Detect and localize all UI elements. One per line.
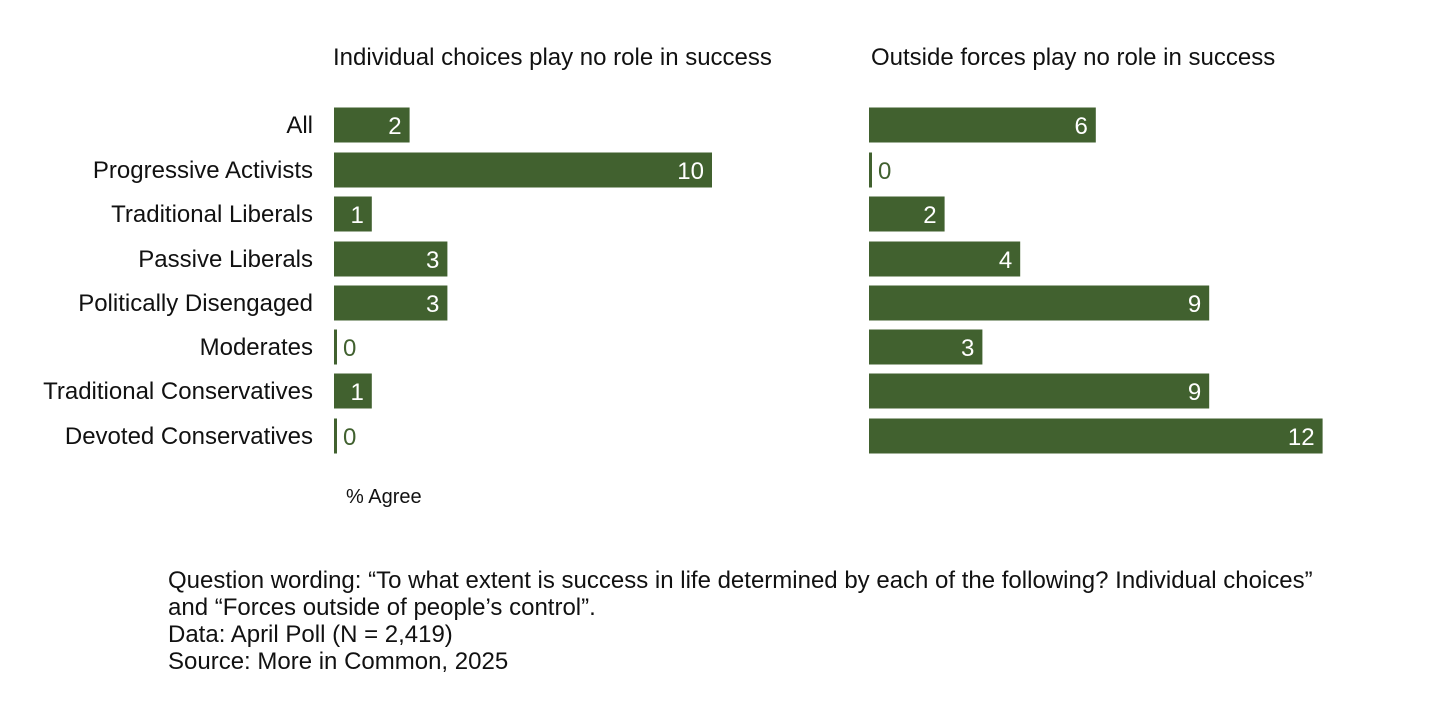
bar: [334, 196, 372, 232]
bar-value-label: 0: [343, 424, 356, 451]
category-label: Politically Disengaged: [78, 290, 313, 317]
question-wording-note: Question wording: “To what extent is suc…: [168, 567, 1313, 621]
bar-value-label: 2: [388, 113, 401, 140]
chart-notes: Question wording: “To what extent is suc…: [168, 567, 1348, 675]
bar-value-label: 10: [677, 158, 704, 185]
bar: [869, 196, 945, 232]
source-note: Source: More in Common, 2025: [168, 648, 509, 675]
bar: [334, 152, 712, 188]
bar: [869, 107, 1096, 143]
category-label: Traditional Conservatives: [43, 378, 313, 405]
bar: [334, 241, 448, 277]
bar-value-label: 6: [1074, 113, 1087, 140]
bar-chart: All Progressive Activists Traditional Libe…: [43, 107, 1323, 454]
bar-value-label: 9: [1188, 291, 1201, 318]
category-label: All: [286, 112, 313, 139]
bar-value-label: 9: [1188, 379, 1201, 406]
bar: [869, 152, 872, 188]
bar-value-label: 1: [350, 202, 363, 229]
bar: [869, 241, 1021, 277]
bar-value-label: 3: [961, 335, 974, 362]
category-label: Passive Liberals: [138, 246, 313, 273]
bar-value-label: 1: [350, 379, 363, 406]
bar-value-label: 12: [1288, 424, 1315, 451]
bar: [334, 373, 372, 409]
bar-value-label: 0: [343, 335, 356, 362]
category-label: Traditional Liberals: [111, 201, 313, 228]
bar-value-label: 4: [999, 247, 1012, 274]
bar: [334, 418, 337, 454]
bar-value-label: 2: [923, 202, 936, 229]
bar: [869, 285, 1210, 321]
category-label: Moderates: [200, 334, 313, 361]
bar: [334, 285, 448, 321]
data-note: Data: April Poll (N = 2,419): [168, 621, 453, 648]
bar: [334, 107, 410, 143]
x-axis-label: % Agree: [346, 486, 422, 508]
category-label: Devoted Conservatives: [65, 423, 313, 450]
bar: [869, 329, 983, 365]
right-panel-title: Outside forces play no role in success: [871, 44, 1276, 71]
left-panel-title: Individual choices play no role in succe…: [333, 44, 772, 71]
bar: [334, 329, 337, 365]
bar: [869, 373, 1210, 409]
bar-value-label: 3: [426, 291, 439, 318]
category-label: Progressive Activists: [93, 157, 313, 184]
bar-value-label: 3: [426, 247, 439, 274]
bar: [869, 418, 1323, 454]
bar-value-label: 0: [878, 158, 891, 185]
